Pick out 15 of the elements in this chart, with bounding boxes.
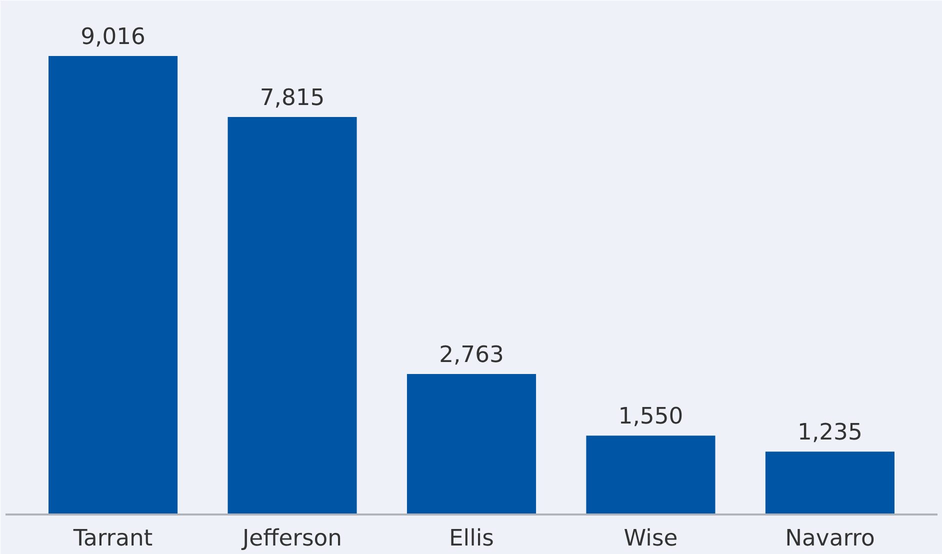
data-label: 1,235 <box>798 420 862 446</box>
bar <box>586 436 716 514</box>
data-label: 9,016 <box>80 24 146 50</box>
data-label: 7,815 <box>260 85 325 112</box>
x-tick-label: Jefferson <box>240 526 342 552</box>
x-tick-label: Wise <box>624 526 678 552</box>
data-label: 1,550 <box>618 404 684 430</box>
bar <box>228 117 357 514</box>
x-tick-label: Tarrant <box>72 526 153 552</box>
bar <box>406 374 536 514</box>
bar <box>48 56 178 514</box>
data-label: 2,763 <box>439 342 504 368</box>
x-tick-label: Navarro <box>785 526 875 552</box>
bar <box>765 452 894 514</box>
x-tick-label: Ellis <box>449 526 494 552</box>
